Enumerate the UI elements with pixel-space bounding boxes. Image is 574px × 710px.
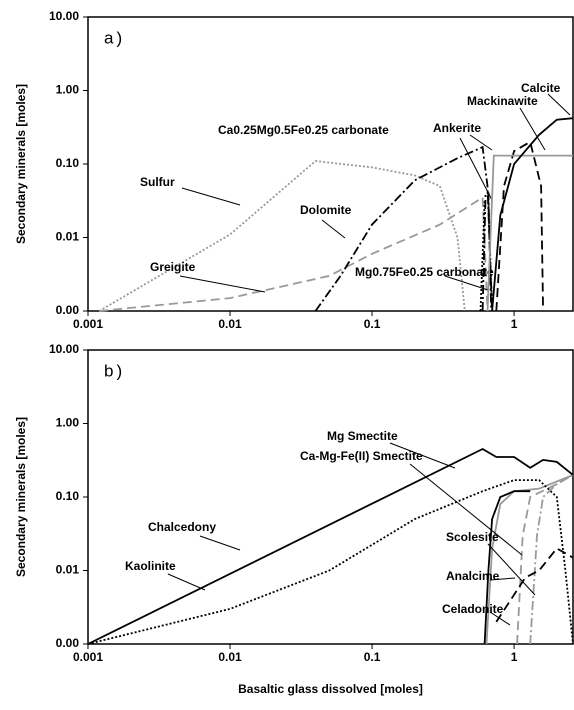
leader-line [199, 535, 241, 551]
series-line [87, 479, 574, 645]
x-tick-label: 0.01 [218, 650, 242, 664]
y-tick-label: 0.00 [56, 636, 80, 650]
x-tick-label: 1 [511, 317, 518, 331]
y-tick-label: 0.10 [56, 156, 80, 170]
series-line [99, 195, 489, 312]
x-tick-label: 0.001 [73, 650, 103, 664]
y-tick-label: 0.01 [56, 563, 80, 577]
x-tick-label: 1 [511, 650, 518, 664]
y-tick-label: 0.00 [56, 303, 80, 317]
series-label: Mg0.75Fe0.25 carbonate [355, 265, 494, 279]
y-tick-label: 1.00 [56, 416, 80, 430]
series-label: Analcime [446, 569, 500, 583]
series-line [481, 192, 493, 312]
leader-line [459, 137, 493, 201]
series-line [516, 474, 574, 645]
series-line [529, 474, 574, 645]
series-label: Calcite [521, 81, 561, 95]
series-label: Ankerite [433, 121, 481, 135]
leader-line [489, 611, 511, 626]
x-axis-label: Basaltic glass dissolved [moles] [238, 682, 423, 696]
leader-line [489, 577, 516, 581]
y-tick-label: 10.00 [49, 342, 79, 356]
leader-line [487, 543, 536, 596]
leader-line [444, 275, 489, 291]
leader-line [469, 134, 493, 151]
series-label: Sulfur [140, 175, 175, 189]
leader-line [547, 93, 571, 116]
series-label: Scolesite [446, 530, 499, 544]
series-line [495, 547, 574, 623]
x-tick-label: 0.01 [218, 317, 242, 331]
series-label: Celadonite [442, 602, 504, 616]
x-tick-label: 0.1 [364, 650, 381, 664]
series-label: Ca0.25Mg0.5Fe0.25 carbonate [218, 123, 389, 137]
x-tick-label: 0.001 [73, 317, 103, 331]
series-label: Chalcedony [148, 520, 216, 534]
y-axis-label: Secondary minerals [moles] [14, 417, 28, 577]
panel-label: b) [104, 361, 125, 380]
y-tick-label: 10.00 [49, 9, 79, 23]
series-label: Kaolinite [125, 559, 176, 573]
series-label: Dolomite [300, 203, 352, 217]
series-label: Mackinawite [467, 94, 538, 108]
series-line [495, 140, 544, 312]
leader-line [321, 219, 346, 239]
x-tick-label: 0.1 [364, 317, 381, 331]
y-tick-label: 0.01 [56, 230, 80, 244]
leader-line [519, 107, 546, 151]
leader-line [389, 442, 456, 469]
panel-label: a) [104, 28, 125, 47]
series-line [491, 117, 574, 312]
y-tick-label: 1.00 [56, 83, 80, 97]
leader-line [167, 573, 206, 591]
leader-line [179, 275, 266, 293]
series-line [87, 447, 574, 645]
y-tick-label: 0.10 [56, 489, 80, 503]
series-line [483, 490, 531, 645]
leader-line [409, 463, 523, 556]
series-label: Greigite [150, 260, 196, 274]
y-axis-label: Secondary minerals [moles] [14, 84, 28, 244]
series-line [314, 145, 493, 312]
series-line [486, 154, 573, 312]
leader-line [181, 187, 241, 206]
series-line [98, 160, 466, 312]
series-label: Ca-Mg-Fe(II) Smectite [300, 449, 423, 463]
series-label: Mg Smectite [327, 429, 398, 443]
